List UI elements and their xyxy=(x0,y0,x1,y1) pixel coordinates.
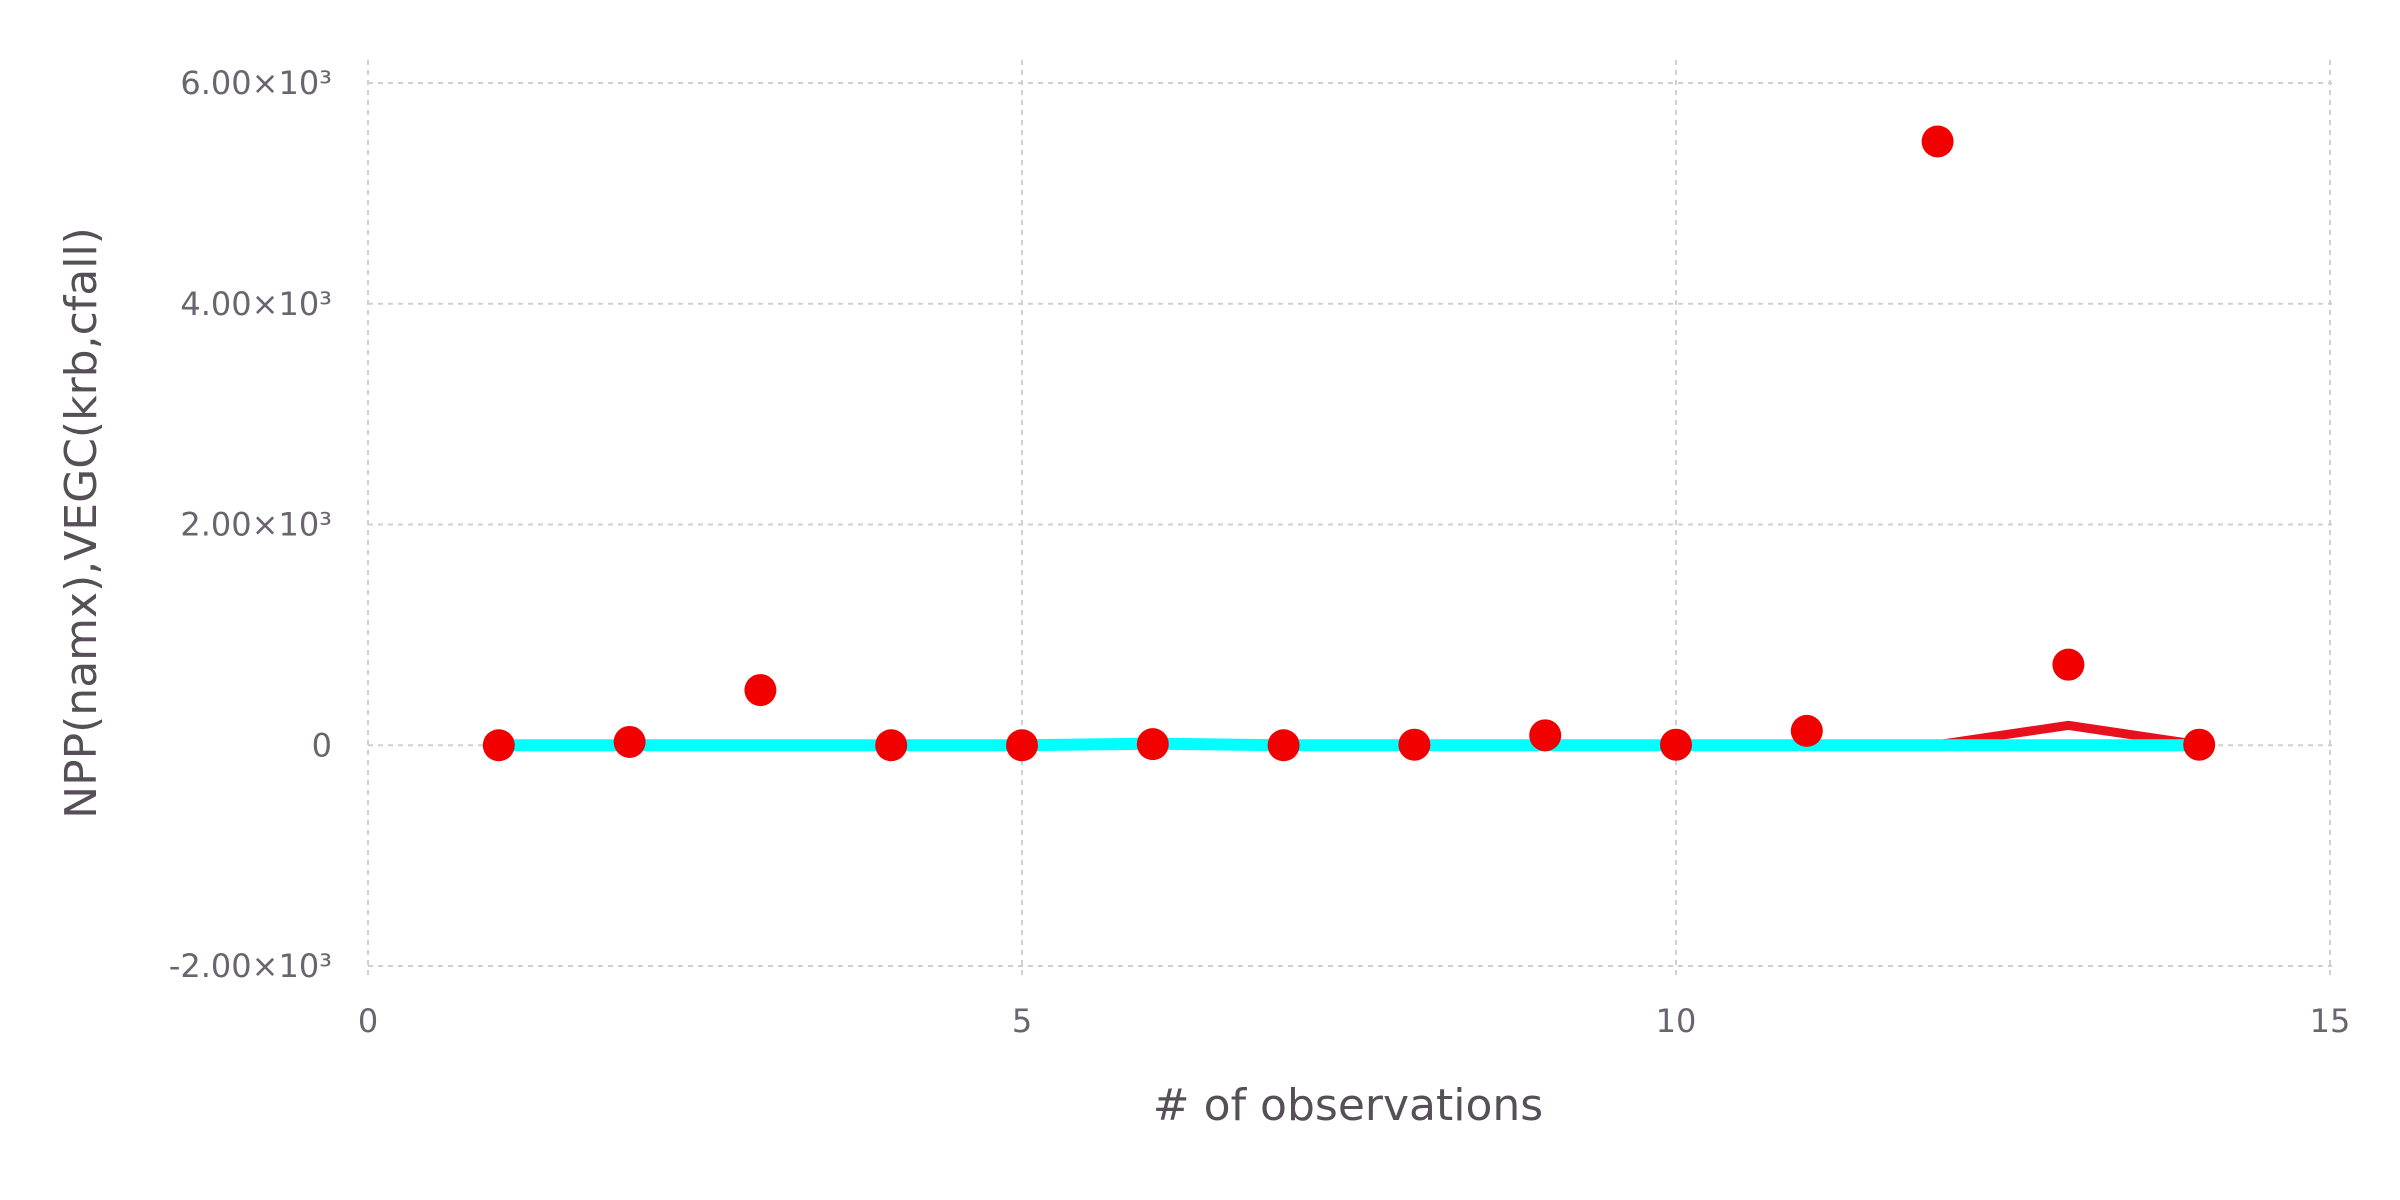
data-point xyxy=(1006,729,1038,762)
data-point xyxy=(2052,648,2085,681)
x-tick-label: 0 xyxy=(358,1002,378,1040)
data-point xyxy=(1921,125,1954,158)
grid-layer xyxy=(367,60,2332,980)
data-point xyxy=(1660,728,1692,761)
data-point xyxy=(875,729,908,762)
data-point xyxy=(1529,719,1562,752)
y-tick-label: 2.00×10³ xyxy=(180,506,332,544)
series-layer xyxy=(482,125,2216,762)
data-point xyxy=(744,674,777,707)
y-tick-label: 4.00×10³ xyxy=(180,285,332,323)
data-point xyxy=(1267,729,1300,762)
data-point xyxy=(613,725,646,758)
y-tick-label: -2.00×10³ xyxy=(169,947,332,985)
data-point xyxy=(482,729,515,762)
tick-label-layer: 0 5 10 15 -2.00×10³ 0 2.00×10³ 4.00×10³ 6.00×10³ xyxy=(169,64,2351,1040)
data-point xyxy=(2183,728,2216,761)
y-axis-title: NPP(namx),VEGC(krb,cfall) xyxy=(56,227,107,819)
y-tick-label: 6.00×10³ xyxy=(180,64,332,102)
x-tick-label: 15 xyxy=(2310,1002,2351,1040)
x-axis-title: # of observations xyxy=(1153,1080,1543,1131)
series-line xyxy=(492,737,2206,752)
x-tick-label: 5 xyxy=(1012,1002,1032,1040)
data-point xyxy=(1790,714,1823,747)
y-tick-label: 0 xyxy=(312,726,332,764)
data-point xyxy=(1398,728,1431,761)
x-tick-label: 10 xyxy=(1656,1002,1697,1040)
data-point xyxy=(1136,728,1169,761)
